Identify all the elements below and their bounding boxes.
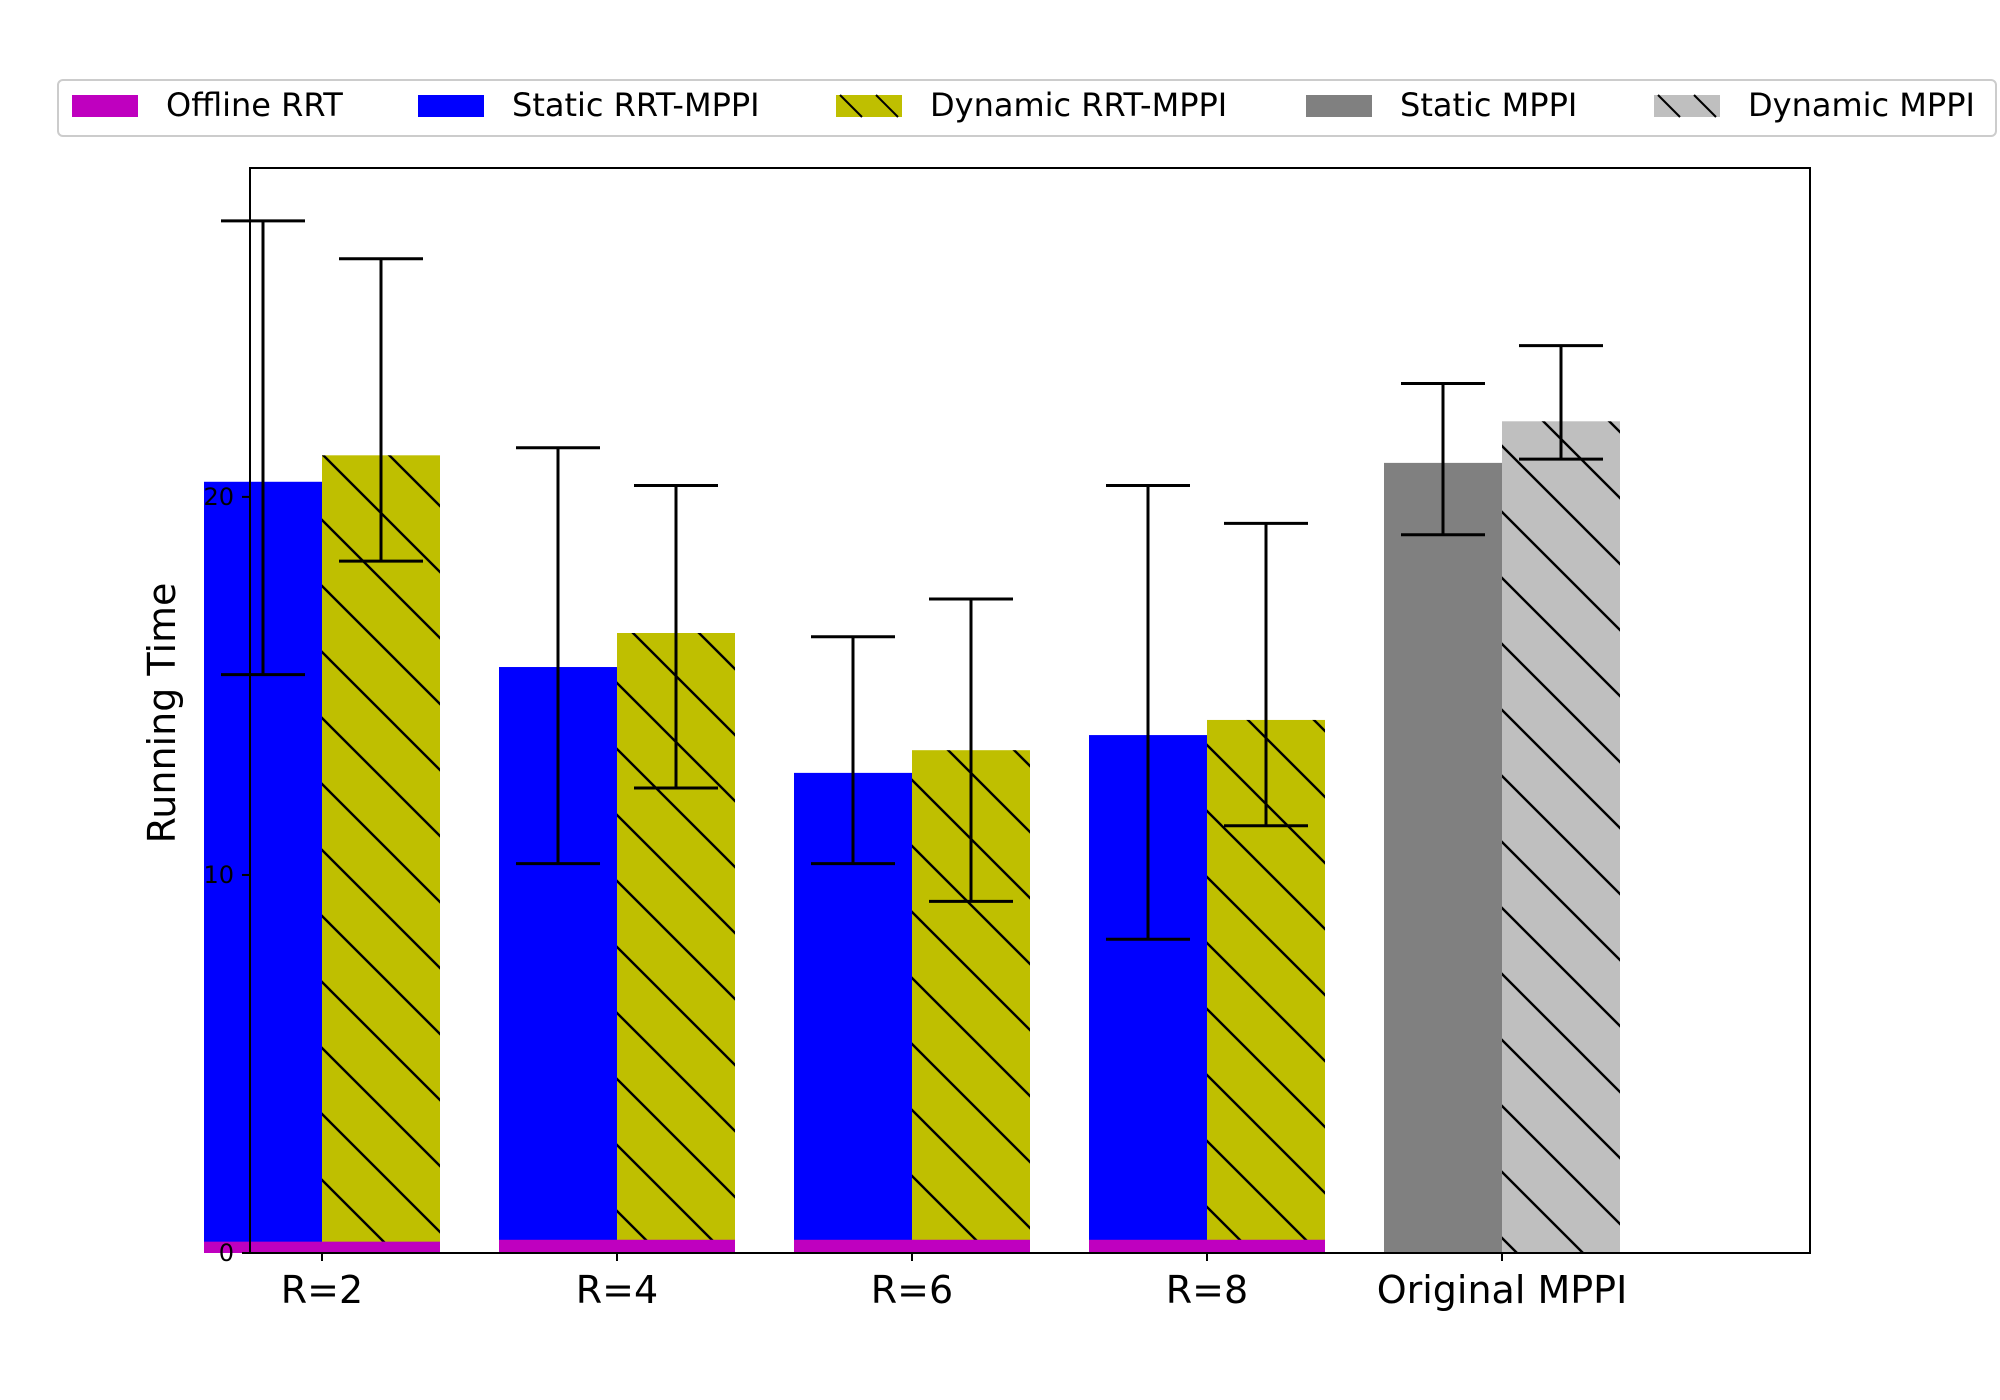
error-bar-static-rrt-mppi-r-6: [811, 635, 895, 866]
legend-swatch: [1306, 95, 1372, 117]
plot-area: [204, 421, 1620, 1253]
plot-frame: [249, 167, 1811, 1254]
legend-box: [57, 79, 1997, 137]
hatch-line: [1657, 94, 1681, 118]
x-tick-label-r-8: R=8: [1166, 1268, 1248, 1312]
y-axis-label: Running Time: [140, 583, 184, 844]
bar-offline-rrt-r-2: [204, 1241, 440, 1253]
axes: R=2 R=4 R=6 R=8 Original MPPI 0 10 20: [203, 483, 1627, 1312]
error-bar-static-rrt-mppi-r-4: [516, 446, 600, 866]
bar-offline-rrt-r-8: [1089, 1239, 1325, 1253]
bar-offline-rrt-r-6: [794, 1239, 1030, 1253]
bar-static-mppi-original-mppi: [1384, 462, 1502, 1253]
legend-label: Dynamic RRT-MPPI: [930, 86, 1227, 124]
hatch-line: [1693, 94, 1717, 118]
error-bar-dynamic-mppi-original-mppi: [1519, 344, 1603, 461]
error-bar-static-mppi-original-mppi: [1401, 381, 1485, 537]
bar-hatch-dynamic-rrt-mppi-r-2: [322, 455, 440, 1253]
legend-entry-static-mppi: Static MPPI: [1306, 86, 1577, 124]
hatch-line: [875, 94, 899, 118]
x-tick-label-original-mppi: Original MPPI: [1377, 1268, 1628, 1312]
legend-swatch: [418, 95, 484, 117]
x-tick-label-r-2: R=2: [281, 1268, 363, 1312]
hatch-line: [839, 94, 863, 118]
error-bars: [221, 219, 1603, 941]
bar-hatch-dynamic-mppi-original-mppi: [1502, 421, 1620, 1253]
bar-offline-rrt-r-4: [499, 1239, 735, 1253]
x-tick-label-r-4: R=4: [576, 1268, 658, 1312]
legend-swatch: [836, 95, 902, 117]
error-bar-dynamic-rrt-mppi-r-8: [1224, 521, 1308, 828]
y-tick-label-20: 20: [203, 483, 234, 511]
legend-entry-static-rrt-mppi: Static RRT-MPPI: [418, 86, 760, 124]
error-bar-static-rrt-mppi-r-8: [1106, 484, 1190, 941]
error-bar-dynamic-rrt-mppi-r-6: [929, 597, 1013, 903]
legend-swatch: [1654, 95, 1720, 117]
legend-swatch-hatch: [1657, 94, 1717, 118]
x-tick-label-r-6: R=6: [871, 1268, 953, 1312]
legend-label: Offline RRT: [166, 86, 343, 124]
y-tick-label-0: 0: [219, 1239, 234, 1267]
legend-label: Dynamic MPPI: [1748, 86, 1975, 124]
error-bar-static-rrt-mppi-r-2: [221, 219, 305, 677]
error-bar-dynamic-rrt-mppi-r-4: [634, 484, 718, 790]
legend-label: Static RRT-MPPI: [512, 86, 760, 124]
legend-swatch: [72, 95, 138, 117]
legend-entry-dynamic-rrt-mppi: Dynamic RRT-MPPI: [836, 86, 1227, 124]
legend: Offline RRT Static RRT-MPPI Dynamic RRT-MP…: [57, 79, 1997, 137]
error-bar-dynamic-rrt-mppi-r-2: [339, 257, 423, 563]
y-tick-label-10: 10: [203, 861, 234, 889]
legend-entry-dynamic-mppi: Dynamic MPPI: [1654, 86, 1975, 124]
legend-label: Static MPPI: [1400, 86, 1577, 124]
legend-swatch-hatch: [839, 94, 899, 118]
legend-entry-offline-rrt: Offline RRT: [72, 86, 343, 124]
